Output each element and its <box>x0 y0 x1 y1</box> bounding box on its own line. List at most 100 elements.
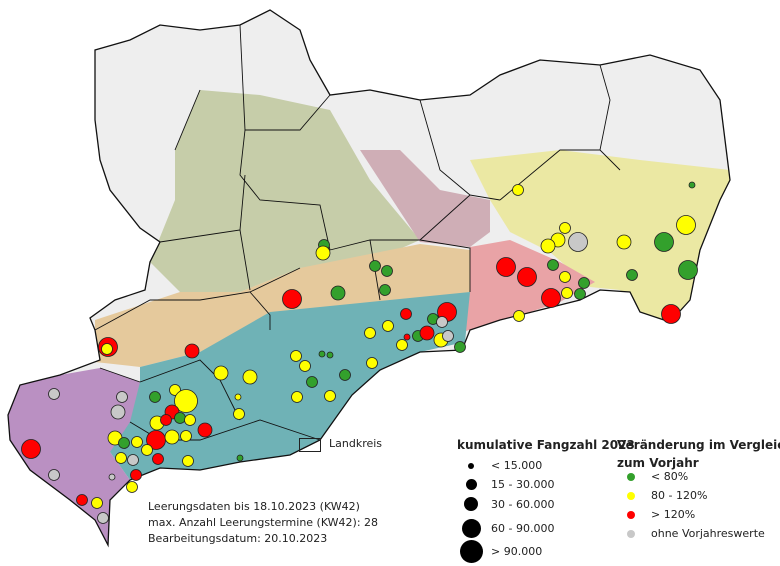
landkreis-border <box>94 267 301 331</box>
landkreis-border <box>599 64 611 151</box>
trap-location-marker <box>379 284 391 296</box>
trap-location-marker <box>324 390 336 402</box>
size-legend-item: 15 - 30.000 <box>457 478 554 491</box>
trap-location-marker <box>48 469 60 481</box>
trap-location-marker <box>547 259 559 271</box>
trap-location-marker <box>184 414 196 426</box>
trap-location-marker <box>517 267 537 287</box>
change-class-circle-icon <box>627 510 635 519</box>
size-legend-label: < 15.000 <box>491 459 543 472</box>
trap-location-marker <box>108 473 116 481</box>
trap-location-marker <box>626 269 638 281</box>
trap-location-marker <box>364 327 376 339</box>
trap-location-marker <box>152 453 164 465</box>
trap-location-marker <box>540 238 556 254</box>
trap-location-marker <box>454 341 466 353</box>
trap-location-marker <box>382 320 394 332</box>
trap-location-marker <box>291 391 303 403</box>
trap-location-marker <box>330 285 346 301</box>
info-line-3: Bearbeitungsdatum: 20.10.2023 <box>148 532 328 545</box>
trap-location-marker <box>233 408 245 420</box>
trap-location-marker <box>116 391 128 403</box>
size-class-circle-icon <box>459 540 483 563</box>
trap-location-marker <box>182 455 194 467</box>
landkreis-border <box>419 239 471 292</box>
trap-location-marker <box>676 215 696 235</box>
trap-location-marker <box>616 234 632 250</box>
size-legend-label: 60 - 90.000 <box>491 522 555 535</box>
trap-location-marker <box>282 289 302 309</box>
zone-mauve <box>360 150 490 247</box>
zone-teal <box>100 292 470 480</box>
size-legend-item: > 90.000 <box>457 540 542 563</box>
trap-location-marker <box>160 414 172 426</box>
trap-location-marker <box>130 469 142 481</box>
trap-location-marker <box>396 339 408 351</box>
trap-location-marker <box>512 184 524 196</box>
landkreis-border <box>139 359 221 383</box>
change-legend-item: ohne Vorjahreswerte <box>617 527 765 540</box>
landkreis-border <box>239 24 331 251</box>
trap-location-marker <box>184 343 200 359</box>
zone-tan <box>95 244 470 367</box>
trap-location-marker <box>174 412 186 424</box>
zone-vogtland <box>8 368 140 545</box>
trap-location-marker <box>442 330 454 342</box>
trap-location-marker <box>326 351 334 359</box>
trap-location-marker <box>559 271 571 283</box>
size-legend-label: > 90.000 <box>491 545 543 558</box>
info-line-2: max. Anzahl Leerungstermine (KW42): 28 <box>148 516 379 529</box>
trap-location-marker <box>688 181 696 189</box>
change-legend-title-2: zum Vorjahr <box>617 456 699 470</box>
trap-location-marker <box>118 437 130 449</box>
trap-location-marker <box>242 369 258 385</box>
trap-location-marker <box>299 360 311 372</box>
trap-location-marker <box>115 452 127 464</box>
size-legend-item: 30 - 60.000 <box>457 497 554 511</box>
trap-location-marker <box>97 512 109 524</box>
change-legend-item: 80 - 120% <box>617 489 707 502</box>
trap-location-marker <box>126 481 138 493</box>
landkreis-border <box>245 94 331 131</box>
change-class-circle-icon <box>627 491 635 500</box>
trap-location-marker <box>141 444 153 456</box>
change-legend-item: < 80% <box>617 470 688 483</box>
trap-location-marker <box>101 343 113 355</box>
change-legend-item: > 120% <box>617 508 695 521</box>
zone-east <box>470 150 730 325</box>
trap-location-marker <box>419 325 435 341</box>
trap-location-marker <box>290 350 302 362</box>
change-legend-label: > 120% <box>651 508 696 521</box>
trap-location-marker <box>127 454 139 466</box>
trap-location-marker <box>369 260 381 272</box>
trap-location-marker <box>513 310 525 322</box>
trap-location-marker <box>110 404 126 420</box>
trap-location-marker <box>496 257 516 277</box>
trap-location-marker <box>21 439 41 459</box>
size-class-circle-icon <box>465 479 477 490</box>
size-class-circle-icon <box>464 497 478 511</box>
trap-location-marker <box>578 277 590 289</box>
trap-location-marker <box>541 288 561 308</box>
trap-location-marker <box>366 357 378 369</box>
trap-location-marker <box>149 391 161 403</box>
trap-location-marker <box>174 389 198 413</box>
size-legend-label: 15 - 30.000 <box>491 478 555 491</box>
size-legend-item: < 15.000 <box>457 459 542 472</box>
trap-location-marker <box>91 497 103 509</box>
trap-location-marker <box>654 232 674 252</box>
trap-location-marker <box>678 260 698 280</box>
trap-location-marker <box>315 245 331 261</box>
change-class-circle-icon <box>627 529 635 538</box>
trap-location-marker <box>403 333 411 341</box>
landkreis-border <box>174 89 201 151</box>
change-legend-label: < 80% <box>651 470 689 483</box>
change-legend-title-1: Veränderung im Vergleich <box>617 438 780 452</box>
trap-location-marker <box>436 316 448 328</box>
trap-location-marker <box>381 265 393 277</box>
trap-location-marker <box>306 376 318 388</box>
trap-location-marker <box>131 436 143 448</box>
landkreis-border <box>239 229 251 291</box>
zone-northwest <box>150 90 420 292</box>
